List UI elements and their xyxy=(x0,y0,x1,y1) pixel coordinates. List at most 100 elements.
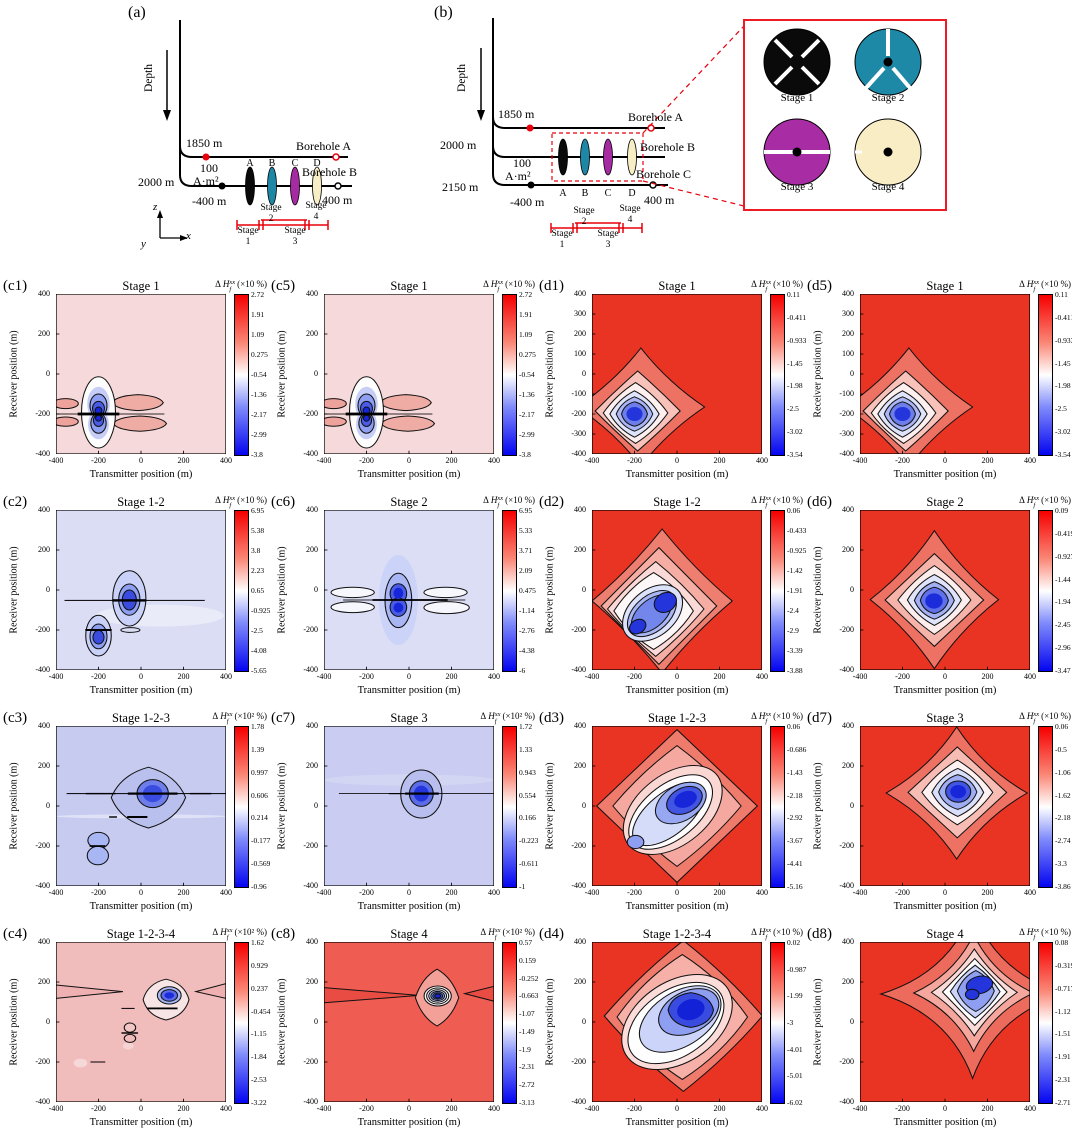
colorbar-tick-label: -1.36 xyxy=(251,390,267,399)
y-axis-ticks: 400 300 200 100 0 -100 -200 -300 -400 xyxy=(536,289,589,458)
colorbar-tick-label: -1.14 xyxy=(519,606,535,615)
moment-unit-b: A·m² xyxy=(505,169,531,183)
colorbar-tick-label: -0.933 xyxy=(787,335,807,345)
x-axis-label: Transmitter position (m) xyxy=(89,469,193,480)
colorbar-tick-label: 6.95 xyxy=(251,506,265,515)
colorbar-label: Δ H xx f (×10² %) xyxy=(212,927,267,942)
y-tick-label: -200 xyxy=(839,625,854,634)
panel-label: (c7) xyxy=(271,710,296,726)
y-tick-label: 0 xyxy=(850,369,854,378)
fracture-a-letter-b: A xyxy=(559,188,567,199)
colorbar-label: Δ H xx f (×10 %) xyxy=(751,927,803,942)
stage4-label-b: Stage 4 xyxy=(619,204,641,225)
contour-plot xyxy=(592,294,762,454)
colorbar-ticks: 2.72 1.91 1.09 0.275 -0.54 -1.36 -2.17 -2.99 -3.… xyxy=(519,290,536,459)
y-tick-label: 200 xyxy=(574,329,586,338)
colorbar-tick-label: -2.71 xyxy=(1055,1098,1071,1107)
x-tick-label: -200 xyxy=(627,456,642,465)
colorbar-tick-label: 3.8 xyxy=(251,546,261,555)
x-axis-ticks: -400 -200 0 200 400 xyxy=(317,456,500,466)
y-tick-label: 400 xyxy=(306,289,318,298)
y-tick-label: 400 xyxy=(842,505,854,514)
x-tick-label: 400 xyxy=(1024,1104,1036,1113)
colorbar-tick-label: 1.72 xyxy=(519,722,533,731)
x-tick-label: 0 xyxy=(675,888,679,897)
contour-panel-c6: (c6) Stage 2 Δ H xx f (×10 %) Receiver p… xyxy=(268,494,536,710)
y-axis-ticks: 400 200 0 -200 -400 xyxy=(268,505,321,674)
xmax-label-a: 400 m xyxy=(322,193,353,207)
field-symbol: H xyxy=(222,279,230,289)
zoom-connector-top xyxy=(642,25,745,134)
panel-b-label: (b) xyxy=(434,4,453,21)
moment-value-a: 100 xyxy=(200,161,218,175)
panel-label: (d7) xyxy=(807,710,832,726)
y-tick-label: 400 xyxy=(574,937,586,946)
x-axis-label: Transmitter position (m) xyxy=(893,469,997,480)
delta-symbol: Δ xyxy=(751,711,757,721)
y-tick-label: 0 xyxy=(582,1017,586,1026)
x-tick-label: -400 xyxy=(852,672,868,681)
x-axis-label: Transmitter position (m) xyxy=(625,901,729,912)
colorbar-tick-label: -0.933 xyxy=(1055,335,1072,345)
y-tick-label: 0 xyxy=(314,369,318,378)
field-subscript: f xyxy=(1033,933,1036,941)
colorbar-label: Δ H xx f (×10 %) xyxy=(483,279,535,294)
colorbar-tick-label: -1.15 xyxy=(251,1029,267,1039)
panel-label: (d1) xyxy=(539,278,564,294)
contour-panel-c1: (c1) Stage 1 Δ H xx f (×10 %) Receiver p… xyxy=(0,278,268,494)
x-tick-label: 400 xyxy=(756,888,768,897)
x-axis-ticks: -400 -200 0 200 400 xyxy=(49,672,232,682)
colorbar-tick-label: -0.223 xyxy=(519,836,539,846)
colorbar-tick-label: -1.98 xyxy=(1055,381,1071,391)
field-superscript: xx xyxy=(1033,495,1040,502)
x-axis-ticks: -400 -200 0 200 400 xyxy=(317,888,500,898)
colorbar-tick-label: -3.67 xyxy=(787,836,803,846)
depth-1850-a: 1850 m xyxy=(186,136,223,150)
x-axis-label: Transmitter position (m) xyxy=(625,1117,729,1128)
colorbar xyxy=(502,510,517,672)
colorbar-unit: (×10 %) xyxy=(1041,279,1071,289)
y-tick-label: -200 xyxy=(303,841,318,850)
y-tick-label: -400 xyxy=(839,449,854,458)
colorbar-unit: (×10² %) xyxy=(502,711,535,721)
y-tick-label: 200 xyxy=(574,977,586,986)
colorbar-tick-label: -0.252 xyxy=(519,973,539,983)
colorbar xyxy=(502,942,517,1104)
x-tick-label: 200 xyxy=(713,672,726,681)
moment-unit-a: A·m² xyxy=(193,174,219,188)
field-superscript: xx xyxy=(1033,279,1040,286)
colorbar-tick-label: 0.06 xyxy=(787,722,801,731)
stage4-center-dot xyxy=(883,147,893,157)
colorbar-tick-label: -2.4 xyxy=(787,606,799,615)
x-axis-ticks: -400 -200 0 200 400 xyxy=(49,456,232,466)
colorbar-tick-label: -0.54 xyxy=(251,370,267,379)
x-tick-label: 200 xyxy=(177,1104,190,1113)
y-tick-label: 400 xyxy=(842,721,854,730)
colorbar-tick-label: 0.554 xyxy=(519,790,536,800)
contour-plot-svg xyxy=(592,510,762,670)
panel-title: Stage 1-2 xyxy=(653,495,701,509)
field-superscript: xx xyxy=(229,279,236,286)
panel-label: (d3) xyxy=(539,710,564,726)
field-superscript: xx xyxy=(1033,927,1040,934)
x-tick-label: -200 xyxy=(627,888,642,897)
y-tick-label: -300 xyxy=(571,429,586,438)
colorbar-tick-label: -3.39 xyxy=(787,646,803,655)
inset-stage1-label: Stage 1 xyxy=(780,92,814,104)
colorbar-tick-label: -3.02 xyxy=(1055,427,1071,437)
colorbar-tick-label: -0.663 xyxy=(519,991,539,1001)
colorbar-tick-label: -0.54 xyxy=(519,370,535,379)
y-tick-label: 0 xyxy=(850,801,854,810)
y-tick-label: 0 xyxy=(582,801,586,810)
field-subscript: f xyxy=(1033,285,1036,293)
y-tick-label: -200 xyxy=(571,625,586,634)
contour-panel-c8: (c8) Stage 4 Δ H xx f (×10² %) Receiver … xyxy=(268,926,539,1142)
y-axis-ticks: 400 200 0 -200 -400 xyxy=(268,289,321,458)
colorbar-tick-label: 0.475 xyxy=(519,586,536,595)
colorbar-tick-label: -1.9 xyxy=(519,1044,531,1054)
x-axis-label: Transmitter position (m) xyxy=(357,685,461,696)
field-sub-sup: xx f xyxy=(229,495,235,510)
colorbar-tick-label: 1.78 xyxy=(251,722,265,731)
colorbar-tick-label: 0.11 xyxy=(787,290,800,299)
colorbar-tick-label: -2.74 xyxy=(1055,836,1071,846)
